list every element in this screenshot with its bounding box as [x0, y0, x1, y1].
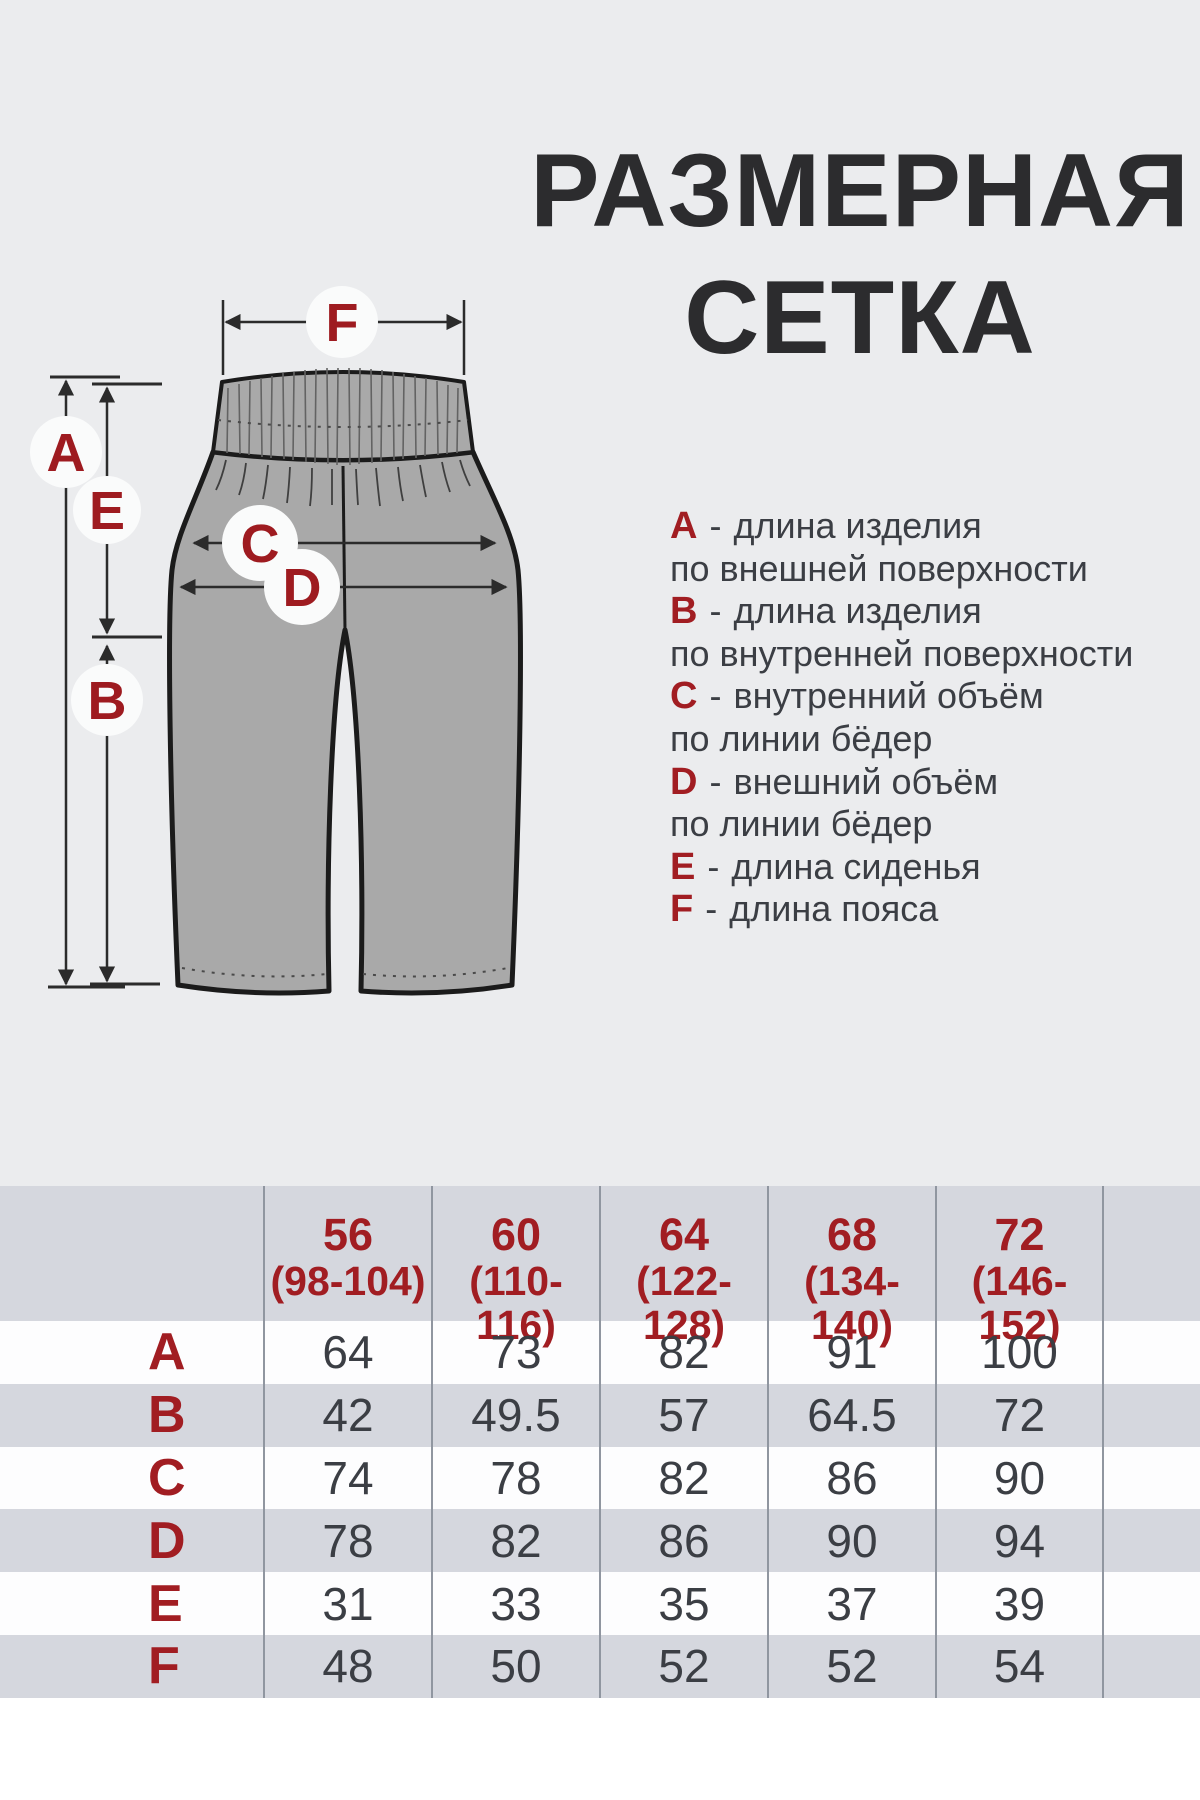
- waistband: [211, 370, 475, 462]
- legend-letter-d: D: [670, 760, 698, 803]
- center-seam: [341, 465, 347, 631]
- dim-label-a: A: [47, 423, 86, 483]
- measurements-legend: A - длина изделия по внешней поверхности B…: [670, 505, 1150, 931]
- row-tail-cell: [1102, 1321, 1200, 1384]
- legend-separator: -: [705, 888, 718, 930]
- row-tail-cell: [1102, 1446, 1200, 1510]
- legend-letter-f: F: [670, 888, 694, 931]
- row-tail-cell: [1102, 1634, 1200, 1698]
- legend-letter-e: E: [670, 845, 696, 888]
- legend-text-e: длина сиденья: [731, 845, 981, 887]
- dim-label-b: B: [88, 671, 127, 731]
- legend-separator: -: [709, 675, 722, 717]
- legend-separator: -: [709, 590, 722, 632]
- dim-label-d: D: [283, 558, 322, 618]
- dim-label-d-circle: [264, 549, 340, 625]
- legend-separator: -: [707, 845, 720, 887]
- right-hem-stitch: [362, 967, 509, 978]
- legend-item-e: E - длина сиденья: [670, 846, 1150, 889]
- dim-label-f: F: [326, 293, 359, 353]
- legend-separator: -: [709, 505, 722, 546]
- legend-item-a: A - длина изделия: [670, 505, 1150, 548]
- dim-label-e: E: [89, 481, 125, 541]
- row-tail-cell: [1102, 1383, 1200, 1447]
- table-row-f: F 48 50 52 52 54: [0, 1634, 1200, 1698]
- legend-text-b: длина изделия: [733, 590, 982, 632]
- dim-label-f-circle: [306, 286, 378, 358]
- table-row-b: B 42 49.5 57 64.5 72: [0, 1383, 1200, 1447]
- table-row-d: D 78 82 86 90 94: [0, 1509, 1200, 1573]
- legend-text-a: длина изделия: [733, 505, 982, 546]
- dim-label-b-circle: [71, 664, 143, 736]
- legend-item-d: D - внешний объём: [670, 761, 1150, 804]
- legend-letter-a: A: [670, 505, 698, 547]
- header-tail-cell: [1102, 1186, 1200, 1347]
- pants-measurement-diagram: F A E B C D: [30, 250, 550, 1010]
- header-size-72: 72 (146-152): [935, 1186, 1102, 1347]
- gathering-strokes: [215, 459, 471, 507]
- legend-letter-c: C: [670, 675, 698, 718]
- legend-text-f: длина пояса: [729, 888, 939, 930]
- header-size-64: 64 (122-128): [599, 1186, 767, 1347]
- table-row-c: C 74 78 82 86 90: [0, 1446, 1200, 1510]
- row-tail-cell: [1102, 1572, 1200, 1635]
- dim-label-e-circle: [73, 476, 141, 544]
- pants-drawing: F A E B C D: [30, 286, 523, 996]
- legend-text-b-cont: по внутренней поверхности: [670, 632, 1134, 674]
- legend-separator: -: [709, 760, 722, 802]
- legend-text-d-cont: по линии бёдер: [670, 803, 933, 845]
- header-size-60: 60 (110-116): [431, 1186, 599, 1347]
- legend-text-d: внешний объём: [733, 760, 999, 802]
- legend-item-b: B - длина изделия: [670, 590, 1150, 633]
- table-row-a: A 64 73 82 91 100: [0, 1321, 1200, 1384]
- legend-item-c: C - внутренний объём: [670, 675, 1150, 718]
- legend-text-c-cont: по линии бёдер: [670, 717, 933, 759]
- legend-text-c: внутренний объём: [733, 675, 1044, 717]
- legend-item-f: F - длина пояса: [670, 888, 1150, 931]
- page-title-line1: РАЗМЕРНАЯ: [530, 133, 1190, 249]
- legend-letter-b: B: [670, 590, 698, 633]
- dim-label-a-circle: [30, 416, 102, 488]
- waistband-elastic-lines: [226, 367, 459, 466]
- table-row-e: E 31 33 35 37 39: [0, 1572, 1200, 1635]
- header-size-68: 68 (134-140): [767, 1186, 935, 1347]
- size-table: 56 (98-104) 60 (110-116) 64 (122-128) 68…: [0, 1186, 1200, 1698]
- page-title-line2: СЕТКА: [684, 260, 1036, 376]
- page-title: РАЗМЕРНАЯ СЕТКА: [505, 128, 1200, 382]
- header-size-56: 56 (98-104): [263, 1186, 431, 1347]
- row-tail-cell: [1102, 1509, 1200, 1573]
- size-table-header: 56 (98-104) 60 (110-116) 64 (122-128) 68…: [0, 1186, 1200, 1347]
- legend-text-a-cont: по внешней поверхности: [670, 547, 1088, 589]
- waistband-stitch-line: [217, 419, 469, 428]
